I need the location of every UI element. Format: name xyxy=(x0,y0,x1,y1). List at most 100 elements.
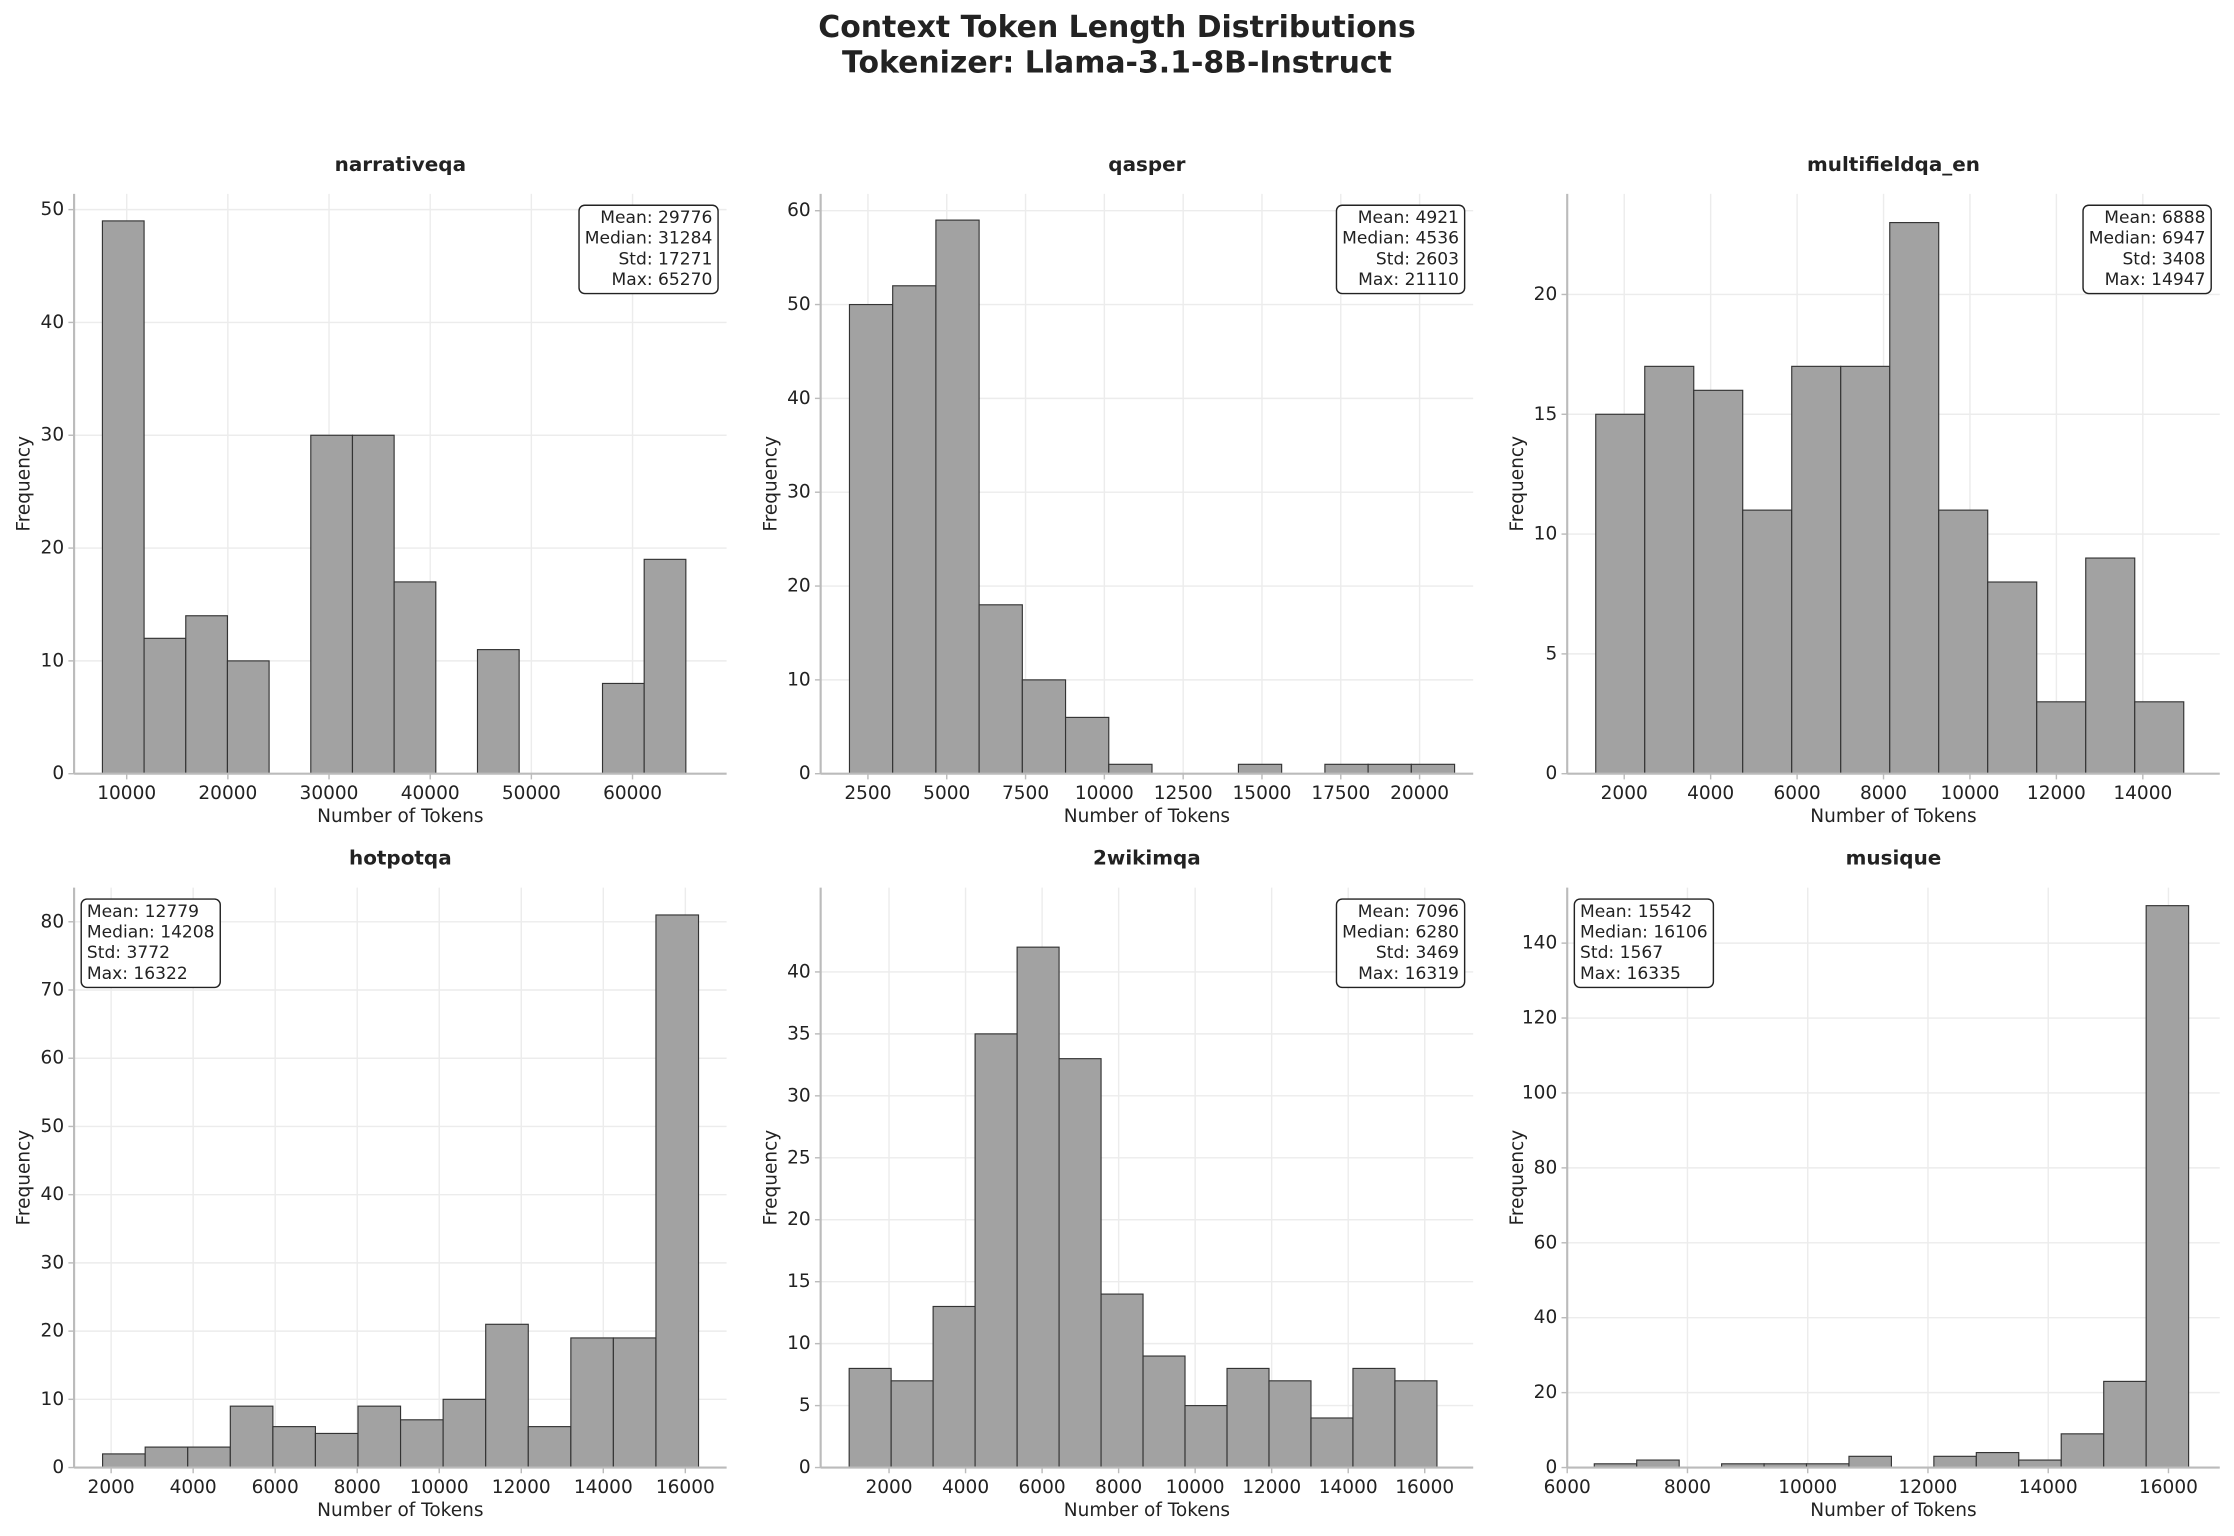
x-tick-label: 10000 xyxy=(1075,783,1134,804)
x-tick-label: 14000 xyxy=(574,1477,633,1498)
bar xyxy=(935,219,980,775)
x-tick-label: 8000 xyxy=(1664,1477,1711,1498)
bar xyxy=(143,637,187,775)
panel-title: multifieldqa_en xyxy=(1807,152,1980,176)
stats-line: Max: 14947 xyxy=(2105,270,2206,290)
x-tick-label: 20000 xyxy=(198,783,257,804)
bar xyxy=(1100,1293,1144,1469)
x-tick-label: 14000 xyxy=(2113,783,2172,804)
y-tick-label: 30 xyxy=(41,1252,65,1273)
bar xyxy=(601,682,645,775)
x-tick-label: 8000 xyxy=(1095,1477,1142,1498)
bar xyxy=(476,649,520,775)
y-axis-label: Frequency xyxy=(1507,436,1528,532)
figure-title: Context Token Length Distributions xyxy=(818,10,1416,45)
stats-line: Mean: 7096 xyxy=(1358,902,1459,922)
bar xyxy=(932,1305,976,1469)
figure-subtitle: Tokenizer: Llama-3.1-8B-Instruct xyxy=(842,46,1392,81)
bar xyxy=(2145,905,2190,1469)
bar xyxy=(643,558,687,775)
y-tick-label: 10 xyxy=(1534,524,1558,545)
x-tick-label: 2000 xyxy=(88,1477,135,1498)
y-tick-label: 10 xyxy=(41,650,65,671)
stats-line: Median: 4536 xyxy=(1342,229,1459,249)
x-tick-label: 16000 xyxy=(656,1477,715,1498)
stats-line: Std: 1567 xyxy=(1580,943,1663,963)
x-tick-label: 16000 xyxy=(2139,1477,2198,1498)
bar xyxy=(1938,509,1989,775)
bar xyxy=(1268,1380,1312,1469)
x-tick-label: 8000 xyxy=(1860,783,1907,804)
x-tick-label: 10000 xyxy=(1941,783,2000,804)
x-tick-label: 10000 xyxy=(1166,1477,1225,1498)
x-tick-label: 14000 xyxy=(1319,1477,1378,1498)
x-axis-label: Number of Tokens xyxy=(317,1500,483,1521)
bar xyxy=(1848,1455,1892,1469)
x-tick-label: 4000 xyxy=(942,1477,989,1498)
x-tick-label: 4000 xyxy=(1687,783,1734,804)
y-tick-label: 80 xyxy=(1534,1157,1558,1178)
y-tick-label: 0 xyxy=(1545,763,1557,784)
bar xyxy=(1636,1459,1680,1469)
x-tick-label: 16000 xyxy=(1395,1477,1454,1498)
x-tick-label: 6000 xyxy=(1019,1477,1066,1498)
stats-line: Max: 16335 xyxy=(1580,964,1681,984)
x-tick-label: 10000 xyxy=(97,783,156,804)
y-tick-label: 20 xyxy=(787,576,811,597)
panel-title: hotpotqa xyxy=(349,846,452,870)
bar xyxy=(1237,763,1283,775)
x-tick-label: 7500 xyxy=(1002,783,1049,804)
stats-line: Mean: 4921 xyxy=(1358,208,1459,228)
bar xyxy=(1394,1380,1438,1469)
x-tick-label: 12000 xyxy=(2027,783,2086,804)
bar xyxy=(1324,763,1369,775)
y-tick-label: 0 xyxy=(1545,1457,1557,1478)
stats-box-frame xyxy=(2082,204,2212,295)
bar xyxy=(1142,1355,1186,1469)
bar xyxy=(310,434,354,775)
x-tick-label: 20000 xyxy=(1390,783,1449,804)
y-axis-label: Frequency xyxy=(760,436,781,532)
x-tick-label: 2000 xyxy=(865,1477,912,1498)
bar xyxy=(101,220,145,775)
bar xyxy=(485,1323,529,1469)
y-tick-label: 20 xyxy=(787,1209,811,1230)
y-tick-label: 10 xyxy=(41,1389,65,1410)
bar xyxy=(655,914,700,1469)
bar xyxy=(314,1432,359,1469)
stats-line: Median: 6280 xyxy=(1342,923,1459,943)
y-tick-label: 20 xyxy=(1534,284,1558,305)
y-tick-label: 50 xyxy=(41,1116,65,1137)
bar xyxy=(1644,365,1695,775)
y-tick-label: 0 xyxy=(52,1457,64,1478)
stats-box-frame xyxy=(80,898,221,989)
stats-line: Median: 16106 xyxy=(1580,923,1708,943)
bar xyxy=(1058,1058,1102,1469)
x-axis-label: Number of Tokens xyxy=(1064,806,1230,827)
y-tick-label: 10 xyxy=(787,669,811,690)
x-tick-label: 12000 xyxy=(492,1477,551,1498)
x-tick-label: 8000 xyxy=(334,1477,381,1498)
y-tick-label: 20 xyxy=(1534,1382,1558,1403)
x-tick-label: 15000 xyxy=(1233,783,1292,804)
stats-line: Std: 17271 xyxy=(618,249,712,269)
y-tick-label: 30 xyxy=(787,1085,811,1106)
bar xyxy=(1064,716,1110,775)
bar xyxy=(1108,763,1153,775)
bar xyxy=(185,615,229,775)
y-tick-label: 50 xyxy=(787,294,811,315)
bar xyxy=(974,1033,1018,1469)
y-tick-label: 40 xyxy=(41,1184,65,1205)
bar xyxy=(1933,1455,1977,1469)
y-tick-label: 30 xyxy=(787,482,811,503)
bar xyxy=(229,1405,274,1469)
y-axis-label: Frequency xyxy=(14,436,35,532)
stats-box-frame xyxy=(1335,204,1466,295)
x-tick-label: 6000 xyxy=(1544,1477,1591,1498)
bar xyxy=(226,660,270,775)
panel-title: 2wikimqa xyxy=(1093,846,1201,870)
stats-line: Median: 31284 xyxy=(585,229,713,249)
x-tick-label: 10000 xyxy=(410,1477,469,1498)
